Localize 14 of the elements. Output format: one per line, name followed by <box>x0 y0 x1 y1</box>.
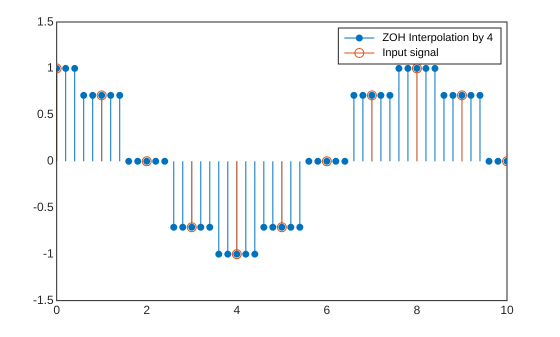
x-tick-label: 10 <box>500 303 514 318</box>
x-tick-label: 4 <box>233 303 240 318</box>
x-tick-label: 6 <box>324 303 331 318</box>
y-tick-label: 0 <box>46 154 54 168</box>
y-tick-label: 1 <box>46 60 54 75</box>
y-tick-label: 0.5 <box>36 107 54 122</box>
y-tick-label: 1.5 <box>36 14 54 28</box>
legend-label: Input signal <box>382 47 439 60</box>
y-tick-label: -0.5 <box>32 200 54 214</box>
y-tick-label: -1 <box>43 246 54 260</box>
x-tick-label: 2 <box>143 303 150 318</box>
y-tick-label: -1.5 <box>32 292 54 307</box>
legend-label: ZOH Interpolation by 4 <box>382 32 494 44</box>
x-tick-label: 8 <box>414 303 421 318</box>
